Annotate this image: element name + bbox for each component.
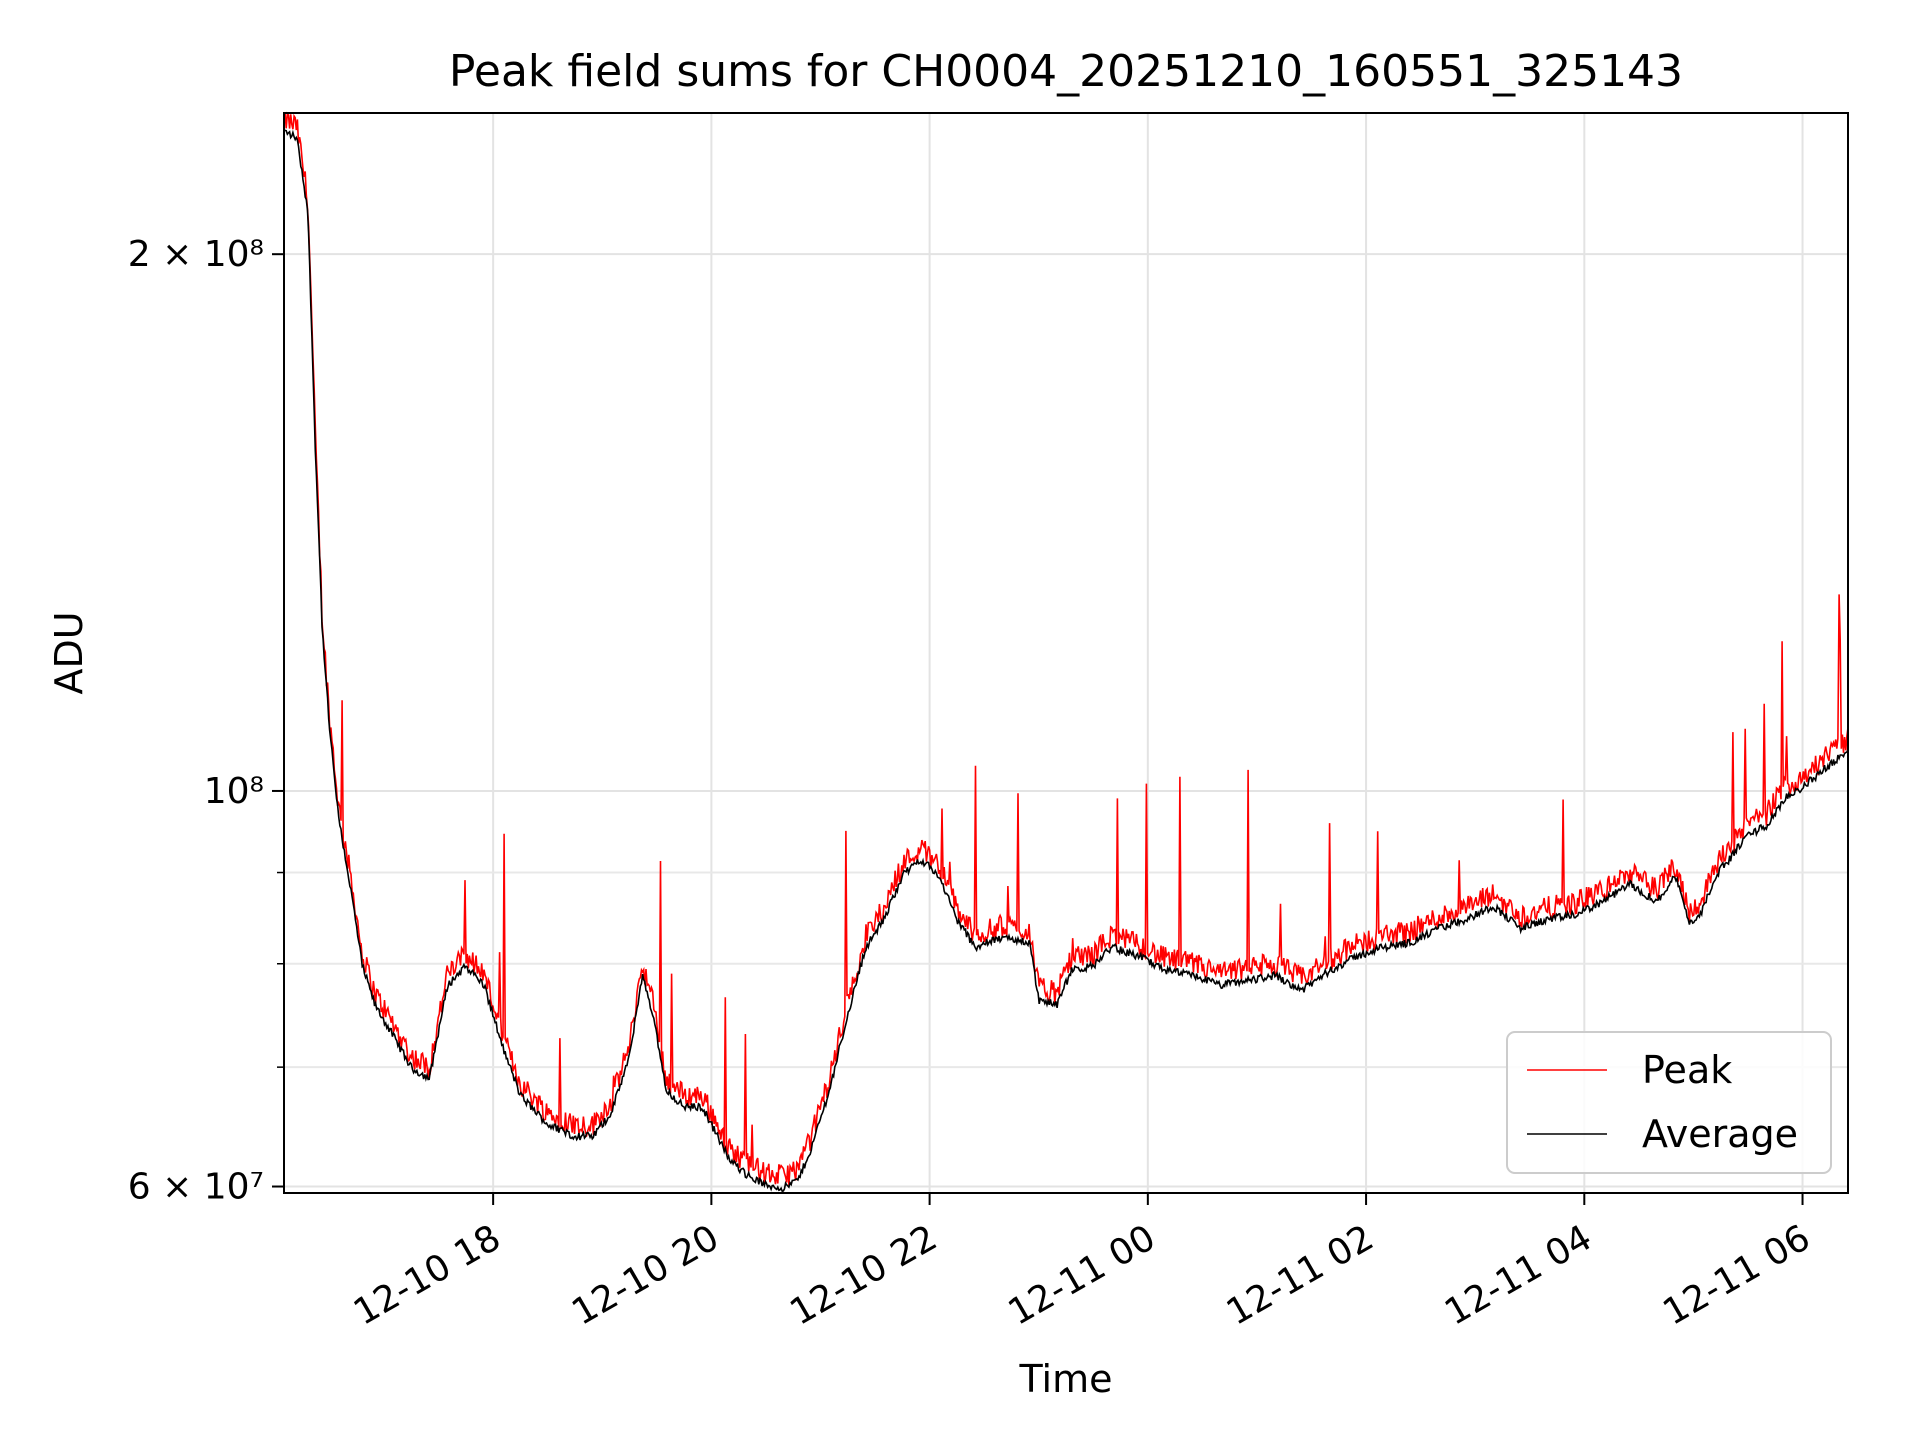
chart-title: Peak field sums for CH0004_20251210_1605… [449, 46, 1683, 97]
series-line-peak [283, 111, 1849, 1186]
legend-label: Peak [1642, 1048, 1732, 1092]
y-tick-label: 6 × 10⁷ [128, 1167, 264, 1208]
legend-label: Average [1642, 1112, 1798, 1156]
y-axis-label: ADU [47, 611, 91, 694]
series-layer [283, 111, 1849, 1193]
legend: Peak Average [1506, 1031, 1832, 1174]
legend-box [1506, 1031, 1832, 1174]
y-tick-label: 2 × 10⁸ [128, 234, 264, 275]
x-axis-label: Time [1019, 1357, 1113, 1401]
plot-frame [283, 112, 1849, 1194]
y-tick-label: 10⁸ [204, 771, 264, 812]
series-line-average [283, 129, 1849, 1193]
